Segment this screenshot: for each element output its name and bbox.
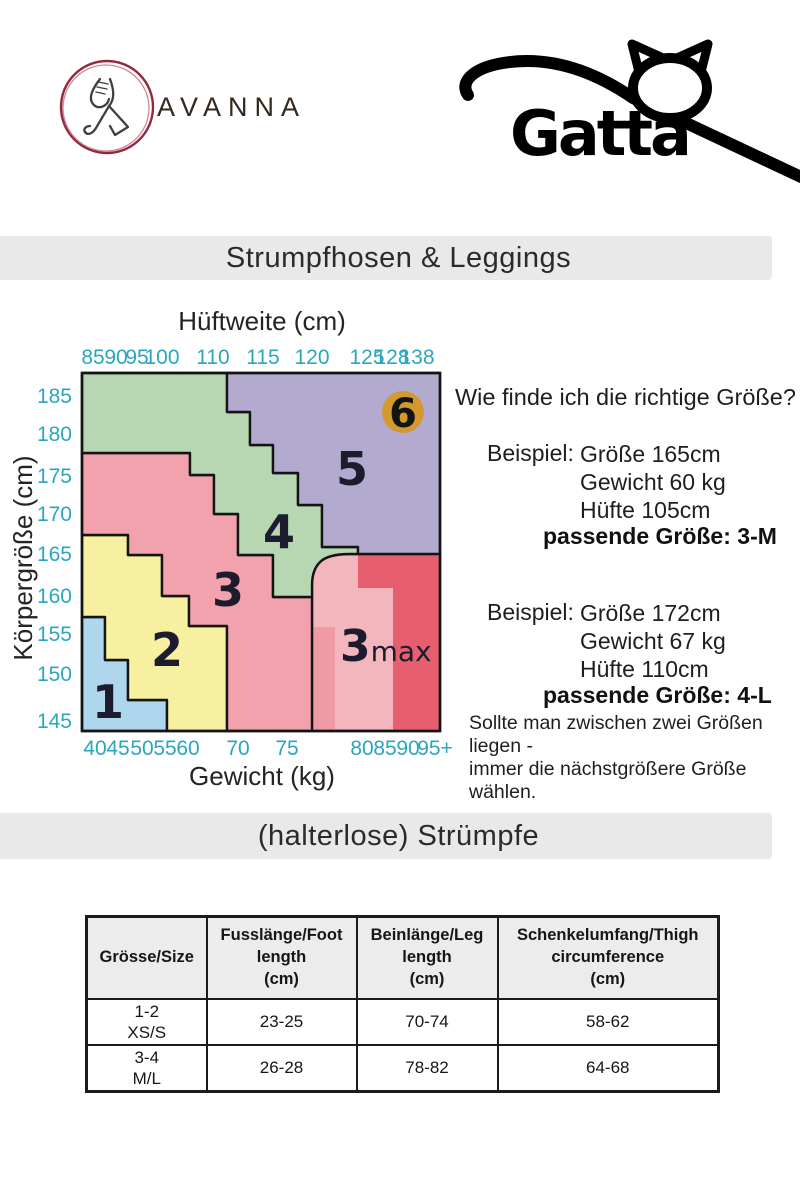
y-axis-tick: 170: [37, 503, 72, 526]
y-axis-tick: 155: [37, 623, 72, 646]
table-header-cell: Schenkelumfang/Thigh circumference (cm): [496, 915, 720, 1000]
y-axis-title: Körpergröße (cm): [8, 455, 38, 660]
banner-stockings: (halterlose) Strümpfe: [0, 813, 772, 859]
size-table-wrap: Grösse/Size Fusslänge/Foot length (cm) Beinl…: [85, 915, 720, 1093]
guide-note-line2: immer die nächstgrößere Größe wählen.: [469, 758, 747, 803]
avanna-logo: [59, 59, 155, 155]
region-label-3max: 3max: [340, 621, 432, 672]
chart-border: [80, 371, 442, 733]
size-3max-band-region: [313, 627, 335, 730]
y-axis-tick: 185: [37, 385, 72, 408]
table-cell: 70-74: [355, 998, 499, 1046]
gatta-logo: Gatta: [459, 39, 800, 183]
region-label-3: 3: [212, 563, 244, 617]
x-axis-tick: 95+: [417, 737, 453, 760]
top-axis-tick: 90: [104, 346, 127, 369]
example-label: Beispiel:: [487, 599, 574, 625]
table-cell: 26-28: [205, 1044, 358, 1093]
example-height: Größe 165cm: [580, 441, 721, 467]
y-axis-tick: 175: [37, 465, 72, 488]
legs-icon: [83, 77, 130, 137]
example-1-result: passende Größe: 3-M: [543, 523, 777, 549]
example-2-result: passende Größe: 4-L: [543, 682, 772, 708]
y-axis-tick: 145: [37, 710, 72, 733]
avanna-ring-outer: [59, 59, 155, 155]
region-label-6: 6: [389, 391, 417, 437]
table-cell: 1-2 XS/S: [85, 998, 208, 1046]
example-weight: Gewicht 60 kg: [580, 469, 726, 495]
x-axis-tick: 70: [226, 737, 249, 760]
example-values: Größe 172cm Gewicht 67 kg Hüfte 110cm: [580, 599, 726, 683]
top-axis-tick: 100: [144, 346, 179, 369]
example-height: Größe 172cm: [580, 600, 721, 626]
guide-heading: Wie finde ich die richtige Größe?: [455, 384, 796, 410]
x-axis-tick: 45: [106, 737, 129, 760]
top-axis-tick: 128: [374, 346, 409, 369]
top-axis-tick: 138: [399, 346, 434, 369]
region-label-4: 4: [263, 505, 295, 559]
table-cell: 23-25: [205, 998, 358, 1046]
size-3max-dark-region: [358, 555, 439, 730]
example-hip: Hüfte 110cm: [580, 656, 709, 682]
region-label-5: 5: [336, 442, 368, 496]
gatta-swoosh: [459, 55, 800, 183]
y-axis-tick: 160: [37, 585, 72, 608]
example-hip: Hüfte 105cm: [580, 497, 711, 523]
table-cell: 58-62: [496, 998, 720, 1046]
y-axis-tick: 150: [37, 663, 72, 686]
x-axis-tick: 55: [153, 737, 176, 760]
table-header-cell: Beinlänge/Leg length (cm): [355, 915, 499, 1000]
size-chart: Hüftweite (cm) Körpergröße (cm) Gewicht …: [8, 306, 453, 791]
avanna-brand-text: AVANNA: [157, 92, 307, 122]
top-axis-tick: 125: [349, 346, 384, 369]
table-row: 3-4 M/L 26-28 78-82 64-68: [85, 1044, 720, 1093]
x-axis-tick: 90: [396, 737, 419, 760]
y-axis-tick: 180: [37, 423, 72, 446]
y-axis-tick: 165: [37, 543, 72, 566]
table-header-cell: Fusslänge/Foot length (cm): [205, 915, 358, 1000]
size-6-badge: [382, 391, 424, 433]
top-axis-tick: 85: [81, 346, 104, 369]
table-header-cell: Grösse/Size: [85, 915, 208, 1000]
x-axis-title: Gewicht (kg): [189, 761, 335, 791]
x-axis-tick: 50: [130, 737, 153, 760]
example-weight: Gewicht 67 kg: [580, 628, 726, 654]
x-axis-tick: 75: [275, 737, 298, 760]
gatta-brand-text: Gatta: [510, 97, 689, 170]
top-axis-tick: 120: [294, 346, 329, 369]
cat-icon: [627, 39, 713, 123]
region-label-1: 1: [92, 675, 124, 729]
region-label-2: 2: [151, 623, 183, 677]
example-1: Beispiel: Größe 165cm Gewicht 60 kg Hüft…: [487, 440, 726, 524]
table-row: 1-2 XS/S 23-25 70-74 58-62: [85, 998, 720, 1046]
table-cell: 64-68: [496, 1044, 720, 1093]
size-table: Grösse/Size Fusslänge/Foot length (cm) Beinl…: [85, 915, 720, 1093]
top-axis-tick: 95: [125, 346, 148, 369]
example-label: Beispiel:: [487, 440, 574, 466]
example-values: Größe 165cm Gewicht 60 kg Hüfte 105cm: [580, 440, 726, 524]
x-axis-tick: 40: [83, 737, 106, 760]
table-cell: 3-4 M/L: [85, 1044, 208, 1093]
x-axis-tick: 85: [373, 737, 396, 760]
x-axis-tick: 80: [350, 737, 373, 760]
top-axis-tick: 110: [196, 346, 229, 369]
table-cell: 78-82: [355, 1044, 499, 1093]
guide-note: Sollte man zwischen zwei Größen liegen -…: [469, 712, 800, 804]
top-axis-title: Hüftweite (cm): [178, 306, 346, 336]
banner-tights: Strumpfhosen & Leggings: [0, 236, 772, 280]
top-axis-tick: 115: [246, 346, 279, 369]
x-axis-tick: 60: [176, 737, 199, 760]
avanna-ring-inner: [62, 64, 150, 152]
example-2: Beispiel: Größe 172cm Gewicht 67 kg Hüft…: [487, 599, 726, 683]
guide-note-line1: Sollte man zwischen zwei Größen liegen -: [469, 712, 763, 757]
